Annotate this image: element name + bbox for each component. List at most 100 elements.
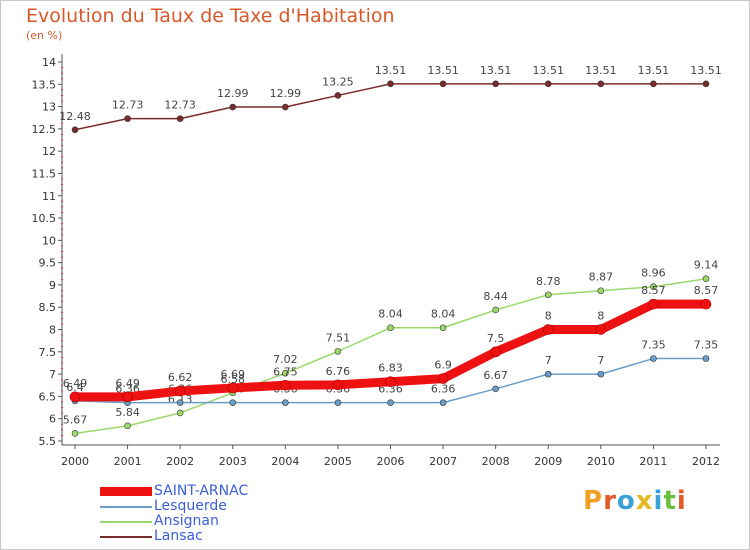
data-label: 13.51	[690, 64, 722, 77]
data-label: 9.14	[694, 259, 719, 272]
data-point	[334, 348, 342, 355]
data-point	[176, 399, 184, 406]
data-label: 7.35	[694, 339, 719, 352]
y-tick-label: 11.5	[32, 167, 57, 180]
legend-label: SAINT-ARNAC	[154, 483, 249, 499]
y-tick-label: 10	[42, 234, 56, 247]
data-point	[334, 92, 342, 99]
data-point	[492, 385, 499, 393]
data-label: 8	[597, 310, 604, 323]
data-point	[332, 379, 344, 391]
data-point	[71, 126, 79, 134]
y-tick-label: 5.5	[39, 435, 57, 448]
x-tick-label: 2003	[219, 455, 247, 468]
data-point	[229, 399, 237, 406]
data-label: 7.5	[487, 332, 505, 345]
legend-label: Lansac	[154, 528, 203, 544]
data-point	[542, 324, 554, 335]
data-point	[69, 391, 81, 403]
logo-letter: r	[603, 486, 617, 516]
data-point	[387, 80, 394, 88]
data-point	[334, 399, 342, 406]
data-point	[597, 80, 605, 88]
logo-letter: i	[653, 486, 664, 516]
series-line-ansignan	[74, 277, 707, 435]
data-label: 12.73	[164, 99, 196, 112]
logo-letter: i	[676, 486, 687, 516]
x-tick-label: 2012	[692, 455, 720, 468]
data-point	[71, 430, 79, 437]
data-label: 7	[545, 354, 552, 367]
data-label: 5.84	[115, 406, 140, 419]
y-tick-label: 7	[49, 368, 56, 381]
chart-subtitle: (en %)	[26, 29, 63, 42]
data-label: 6.75	[273, 365, 298, 378]
data-label: 6.9	[434, 359, 452, 372]
data-label: 6.58	[221, 373, 246, 386]
y-tick-label: 9	[49, 279, 56, 292]
y-tick-label: 8.5	[39, 301, 57, 314]
y-tick-label: 14	[42, 56, 56, 69]
data-point	[439, 324, 447, 332]
data-point	[280, 379, 291, 391]
data-label: 12.99	[217, 87, 249, 100]
data-label: 6.69	[221, 368, 246, 381]
data-label: 5.67	[63, 413, 88, 426]
data-label: 7.02	[273, 353, 298, 366]
data-label: 6.4	[66, 381, 84, 394]
data-point	[595, 324, 607, 335]
logo-letter: o	[616, 486, 636, 516]
data-label: 6.62	[168, 371, 193, 384]
y-tick-label: 12	[42, 145, 56, 158]
data-label: 6.49	[63, 377, 88, 390]
data-point	[597, 370, 605, 378]
line-chart: 5.566.577.588.599.51010.51111.51212.5131…	[32, 54, 722, 468]
x-tick-label: 2002	[166, 455, 194, 468]
data-point	[385, 376, 396, 387]
data-point	[229, 103, 237, 111]
data-point	[702, 275, 710, 282]
data-point	[544, 291, 552, 299]
data-label: 8.04	[378, 308, 403, 321]
data-label: 13.51	[480, 64, 512, 77]
data-label: 6.67	[483, 369, 508, 382]
data-label: 7.35	[641, 339, 666, 352]
x-tick-label: 2007	[429, 455, 457, 468]
logo-letter: P	[583, 486, 604, 516]
x-tick-label: 2000	[61, 455, 89, 468]
data-label: 13.51	[375, 64, 407, 77]
logo-letter: x	[635, 486, 654, 516]
data-point	[650, 283, 657, 291]
y-tick-label: 13	[42, 101, 56, 114]
data-point	[174, 385, 186, 397]
data-point	[387, 324, 394, 332]
x-tick-label: 2006	[377, 455, 405, 468]
data-label: 12.99	[270, 87, 302, 100]
data-label: 7	[597, 354, 604, 367]
data-point	[650, 355, 657, 362]
data-point	[650, 80, 657, 88]
data-label: 8.04	[431, 308, 456, 321]
y-tick-label: 6	[49, 413, 56, 426]
data-point	[227, 382, 239, 394]
data-point	[124, 115, 131, 122]
data-point	[176, 115, 184, 122]
y-tick-label: 11	[42, 190, 56, 203]
x-tick-label: 2008	[482, 455, 510, 468]
legend-label: Ansignan	[154, 513, 219, 529]
data-label: 13.25	[322, 75, 354, 88]
data-label: 13.51	[533, 64, 565, 77]
data-label: 8.96	[641, 267, 666, 280]
data-label: 6.83	[378, 362, 403, 375]
data-point	[648, 298, 659, 310]
data-point	[122, 391, 133, 403]
data-point	[387, 399, 394, 406]
legend-swatch	[100, 505, 152, 508]
x-tick-label: 2005	[324, 455, 352, 468]
proxiti-logo: Proxiti	[583, 486, 687, 516]
y-tick-label: 13.5	[32, 78, 57, 91]
data-point	[124, 422, 131, 430]
legend-swatch	[100, 487, 152, 496]
y-tick-label: 7.5	[39, 346, 57, 359]
